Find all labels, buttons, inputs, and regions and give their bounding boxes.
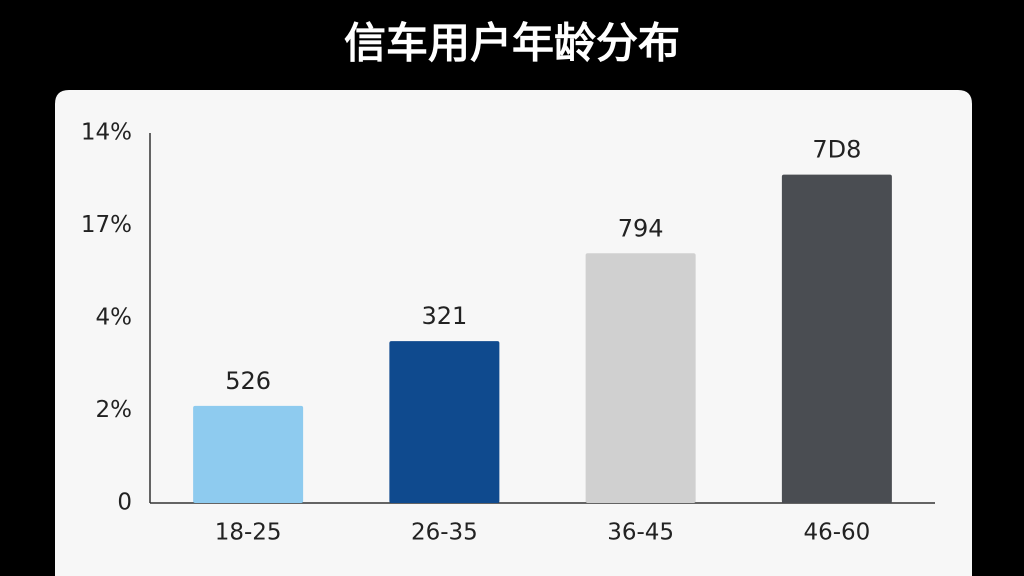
x-tick-label: 46-60 — [803, 520, 870, 546]
bar-annotation: 321 — [421, 302, 467, 330]
bar — [781, 174, 892, 503]
bar — [193, 405, 304, 503]
bar — [585, 253, 696, 503]
y-tick-label: 4% — [96, 305, 133, 331]
bar — [389, 341, 500, 503]
y-tick-label: 14% — [81, 120, 132, 146]
y-tick-label: 17% — [81, 212, 132, 238]
y-tick-label: 0 — [117, 490, 132, 516]
bar-annotation: 526 — [225, 367, 271, 395]
y-tick-label: 2% — [96, 397, 133, 423]
bar-annotation: 7D8 — [812, 136, 861, 164]
x-tick-label: 18-25 — [215, 520, 282, 546]
chart-title: 信车用户年龄分布 — [344, 19, 680, 68]
x-tick-label: 36-45 — [607, 520, 674, 546]
x-tick-label: 26-35 — [411, 520, 478, 546]
bar-annotation: 794 — [618, 214, 664, 242]
